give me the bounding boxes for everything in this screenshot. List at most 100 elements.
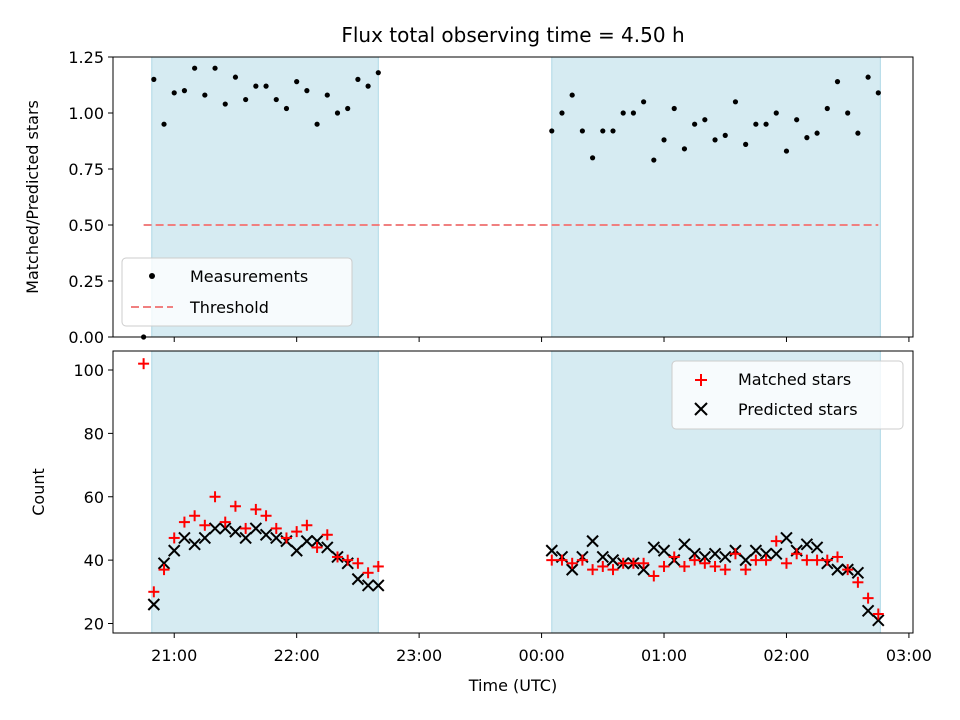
marker-stroke: [800, 538, 814, 551]
matched-star-marker: [729, 548, 741, 560]
predicted-star-marker: [759, 547, 773, 560]
shaded-interval: [551, 56, 881, 338]
measurement-point: [375, 70, 381, 76]
y-tick-label: 100: [73, 361, 104, 380]
predicted-star-marker: [678, 538, 691, 551]
x-tick-label: 01:00: [641, 646, 687, 665]
matched-star-marker: [811, 554, 823, 566]
bottom-panel: 20 40 60 80 100 21:00 22:00 23:00 00:00 01:00 02:…: [29, 350, 932, 695]
measurement-point: [192, 65, 198, 71]
matched-star-marker: [148, 586, 160, 598]
matched-star-marker: [648, 570, 660, 582]
top-legend: Measurements Threshold: [121, 257, 353, 327]
matched-star-marker: [321, 529, 333, 541]
matched-star-marker: [831, 551, 843, 563]
measurement-point: [610, 128, 616, 134]
matched-star-marker: [658, 560, 670, 572]
matched-star-marker: [597, 560, 609, 572]
matched-star-marker: [260, 510, 272, 522]
measurement-point: [212, 65, 218, 71]
predicted-star-marker: [719, 550, 732, 564]
measurement-point: [324, 92, 330, 98]
measurement-point: [243, 96, 249, 103]
marker-stroke: [749, 544, 763, 557]
predicted-star-marker: [157, 557, 171, 570]
measurement-point: [722, 132, 728, 138]
predicted-star-marker: [249, 522, 263, 535]
predicted-star-marker: [372, 579, 385, 592]
measurement-point: [875, 90, 881, 96]
matched-star-marker: [556, 554, 568, 566]
measurement-point: [365, 83, 371, 89]
matched-star-marker: [617, 557, 629, 569]
marker-stroke: [739, 553, 752, 567]
marker-stroke: [147, 598, 161, 611]
top-panel: 0.00 0.25 0.50 0.75 1.00 1.25 Matched/Predict…: [23, 48, 914, 347]
legend-matched-marker: [695, 374, 707, 386]
matched-star-marker: [587, 564, 599, 576]
bottom-x-ticks: 21:00 22:00 23:00 00:00 01:00 02:00 03:00: [151, 633, 932, 665]
marker-stroke: [259, 528, 273, 541]
marker-stroke: [678, 538, 691, 551]
predicted-star-marker: [698, 550, 712, 564]
marker-stroke: [545, 544, 558, 557]
predicted-star-marker: [657, 544, 671, 557]
x-tick-label: 03:00: [886, 646, 932, 665]
measurement-point: [794, 117, 800, 123]
measurement-point: [865, 74, 871, 80]
predicted-star-marker: [861, 604, 875, 618]
chart-title: Flux total observing time = 4.50 h: [341, 23, 684, 47]
measurement-point: [345, 105, 351, 112]
matched-star-marker: [760, 554, 772, 566]
predicted-star-marker: [351, 572, 365, 586]
marker-stroke: [780, 531, 793, 545]
bottom-y-axis-label: Count: [29, 468, 48, 516]
matched-star-marker: [250, 503, 262, 515]
marker-stroke: [188, 538, 201, 551]
measurement-point: [651, 157, 657, 163]
measurement-point: [294, 79, 300, 85]
predicted-star-marker: [188, 538, 201, 551]
matched-star-marker: [821, 554, 833, 566]
marker-stroke: [208, 522, 222, 535]
measurement-point: [559, 110, 565, 116]
y-tick-label: 0.25: [68, 272, 104, 291]
marker-stroke: [321, 541, 334, 554]
measurement-point: [855, 130, 861, 136]
marker-stroke: [698, 550, 712, 564]
measurement-point: [743, 141, 749, 147]
measurement-point: [304, 88, 310, 94]
y-tick-label: 20: [84, 614, 104, 633]
matched-star-marker: [240, 522, 252, 534]
measurement-point: [712, 137, 718, 143]
measurement-point: [232, 74, 239, 80]
matched-star-marker: [872, 608, 884, 620]
matched-star-marker: [791, 548, 803, 560]
y-tick-label: 1.00: [68, 104, 104, 123]
matched-star-marker: [331, 551, 343, 563]
marker-stroke: [688, 547, 701, 560]
predicted-star-marker: [810, 541, 824, 554]
marker-stroke: [270, 531, 283, 545]
measurement-point: [620, 110, 626, 116]
marker-stroke: [229, 525, 242, 538]
measurement-point: [804, 135, 810, 141]
predicted-star-marker: [321, 541, 334, 554]
marker-stroke: [372, 579, 385, 592]
measurement-point: [692, 121, 698, 127]
matched-star-marker: [372, 560, 384, 572]
measurement-point: [161, 121, 167, 127]
matched-star-marker: [852, 576, 864, 588]
matched-star-marker: [311, 541, 323, 553]
top-y-ticks: 0.00 0.25 0.50 0.75 1.00 1.25: [68, 48, 113, 347]
predicted-star-marker: [259, 528, 273, 541]
predicted-star-marker: [708, 547, 722, 560]
matched-star-marker: [750, 554, 762, 566]
matched-star-marker: [770, 535, 782, 547]
predicted-star-marker: [637, 563, 650, 576]
predicted-star-marker: [565, 563, 579, 576]
matched-star-marker: [576, 554, 588, 566]
measurement-point: [824, 105, 830, 112]
predicted-star-marker: [739, 553, 752, 567]
measurement-point: [702, 117, 708, 123]
